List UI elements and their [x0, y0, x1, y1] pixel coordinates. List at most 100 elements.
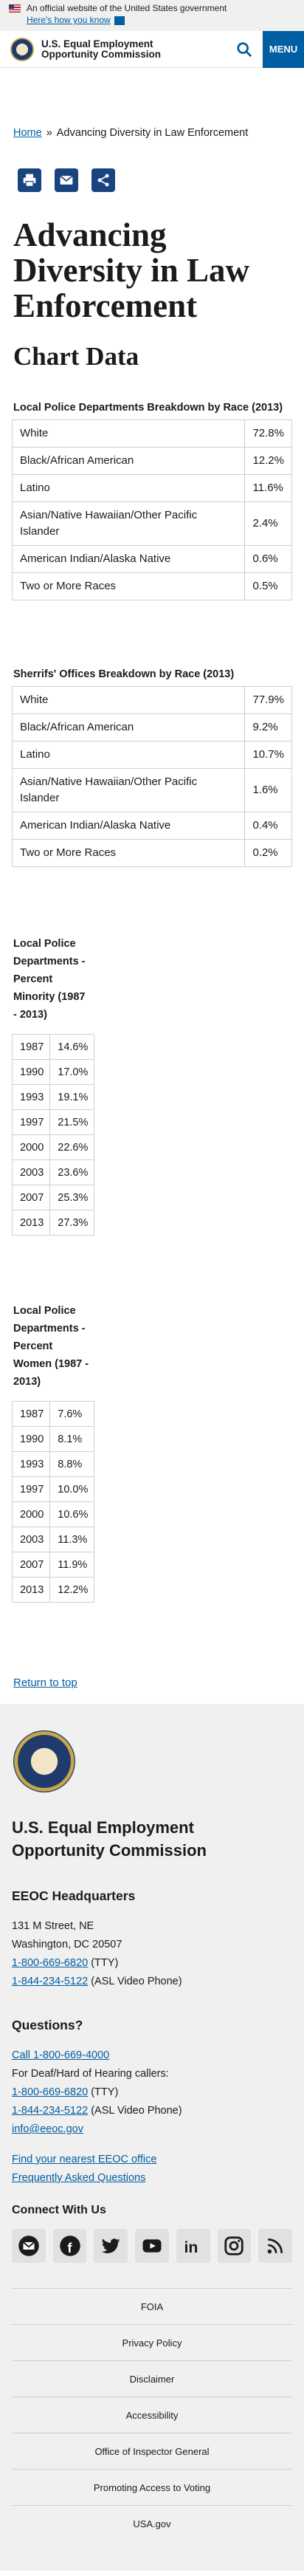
police-race-row: Latino 11.6% — [11, 474, 292, 502]
email-link[interactable]: info@eeoc.gov — [12, 2123, 83, 2135]
minority-row: 1993 19.1% — [11, 1084, 95, 1110]
envelope-icon — [60, 175, 73, 185]
twitter-button[interactable] — [94, 2229, 128, 2263]
women-year: 1997 — [11, 1476, 51, 1502]
police-race-row: American Indian/Alaska Native 0.6% — [11, 545, 292, 573]
minority-year: 2003 — [11, 1159, 51, 1185]
police-race-caption: Local Police Departments Breakdown by Ra… — [13, 402, 283, 414]
youtube-icon — [142, 2239, 162, 2253]
chevron-down-icon[interactable] — [114, 16, 125, 25]
svg-text:in: in — [184, 2238, 198, 2256]
social-links: f in — [12, 2229, 293, 2263]
find-office-link[interactable]: Find your nearest EEOC office — [12, 2154, 157, 2165]
share-icon — [97, 174, 109, 187]
minority-row: 1990 17.0% — [11, 1059, 95, 1085]
email-social-button[interactable] — [12, 2229, 46, 2263]
faq-link[interactable]: Frequently Asked Questions — [12, 2172, 146, 2184]
police-race-value: 2.4% — [244, 501, 292, 546]
connect-heading: Connect With Us — [12, 2204, 106, 2216]
asl-phone-link[interactable]: 1-844-234-5122 — [12, 1976, 89, 1987]
women-value: 10.0% — [49, 1476, 95, 1502]
gov-banner-text: An official website of the United States… — [27, 3, 227, 13]
women-row: 2003 11.3% — [11, 1527, 95, 1552]
sheriff-race-table: White 77.9% Black/African American 9.2% Lati… — [11, 686, 292, 867]
hq-address: 131 M Street, NE Washington, DC 20507 1-… — [12, 1920, 182, 1987]
sheriff-race-label: Black/African American — [11, 713, 246, 741]
site-logo-link[interactable]: U.S. Equal Employment Opportunity Commis… — [0, 37, 226, 61]
minority-year: 1987 — [11, 1034, 51, 1060]
police-race-label: White — [11, 419, 246, 448]
police-race-value: 72.8% — [244, 419, 292, 448]
gov-banner: An official website of the United States… — [0, 0, 304, 31]
youtube-button[interactable] — [135, 2229, 169, 2263]
women-value: 11.3% — [49, 1527, 95, 1552]
questions-heading: Questions? — [12, 2018, 83, 2032]
minority-table: 1987 14.6% 1990 17.0% 1993 19.1% 1997 21.5% 2000… — [11, 1034, 95, 1236]
minority-caption: Local Police Departments - Percent Minor… — [13, 938, 86, 1021]
sheriff-race-label: Asian/Native Hawaiian/Other Pacific Isla… — [11, 768, 246, 812]
minority-row: 2003 23.6% — [11, 1159, 95, 1185]
footer-link[interactable]: Accessibility — [12, 2397, 292, 2433]
sheriff-race-value: 0.2% — [244, 839, 292, 867]
footer-link[interactable]: USA.gov — [12, 2505, 292, 2541]
rss-button[interactable] — [258, 2229, 293, 2263]
tty-phone-link-2[interactable]: 1-800-669-6820 — [12, 2086, 89, 2098]
minority-row: 1997 21.5% — [11, 1109, 95, 1135]
minority-year: 1997 — [11, 1109, 51, 1135]
footer-link[interactable]: Promoting Access to Voting — [12, 2469, 292, 2505]
minority-year: 1993 — [11, 1084, 51, 1110]
print-icon — [23, 174, 36, 187]
call-link[interactable]: Call 1-800-669-4000 — [12, 2049, 110, 2061]
share-button[interactable] — [91, 168, 115, 192]
svg-text:f: f — [67, 2240, 72, 2255]
hq-heading: EEOC Headquarters — [12, 1888, 136, 1903]
search-button[interactable] — [226, 31, 263, 68]
sheriff-race-row: White 77.9% — [11, 686, 292, 714]
footer-agency-name: U.S. Equal Employment Opportunity Commis… — [12, 1818, 207, 1860]
minority-row: 2000 22.6% — [11, 1134, 95, 1160]
breadcrumb-home-link[interactable]: Home — [13, 127, 42, 139]
footer-links: FOIA Privacy Policy Disclaimer Accessibilit… — [12, 2288, 292, 2541]
women-year: 1990 — [11, 1426, 51, 1452]
menu-button[interactable]: MENU — [263, 30, 304, 68]
footer-link[interactable]: FOIA — [12, 2288, 292, 2324]
footer-link[interactable]: Privacy Policy — [12, 2324, 292, 2360]
return-to-top-link[interactable]: Return to top — [13, 1676, 77, 1689]
minority-value: 19.1% — [49, 1084, 95, 1110]
minority-value: 14.6% — [49, 1034, 95, 1060]
facebook-button[interactable]: f — [52, 2229, 87, 2263]
minority-year: 2013 — [11, 1210, 51, 1236]
sheriff-race-label: Two or More Races — [11, 839, 246, 867]
site-footer: U.S. Equal Employment Opportunity Commis… — [0, 1704, 304, 2571]
footer-link[interactable]: Disclaimer — [12, 2360, 292, 2397]
women-value: 11.9% — [49, 1552, 95, 1578]
sheriff-race-label: White — [11, 686, 246, 714]
police-race-label: Black/African American — [11, 447, 246, 475]
email-share-button[interactable] — [55, 168, 78, 192]
police-race-label: Latino — [11, 474, 246, 502]
site-header: U.S. Equal Employment Opportunity Commis… — [0, 30, 304, 68]
women-value: 10.6% — [49, 1501, 95, 1527]
rss-icon — [267, 2238, 283, 2254]
breadcrumb-current: Advancing Diversity in Law Enforcement — [56, 127, 249, 139]
police-race-row: Asian/Native Hawaiian/Other Pacific Isla… — [11, 501, 292, 546]
us-flag-icon — [9, 4, 21, 13]
women-table: 1987 7.6% 1990 8.1% 1993 8.8% 1997 10.0% 2000 10.… — [11, 1401, 95, 1603]
sheriff-race-row: American Indian/Alaska Native 0.4% — [11, 812, 292, 840]
footer-link[interactable]: Office of Inspector General — [12, 2433, 292, 2469]
minority-value: 25.3% — [49, 1185, 95, 1210]
asl-phone-link-2[interactable]: 1-844-234-5122 — [12, 2105, 89, 2117]
women-row: 1997 10.0% — [11, 1476, 95, 1502]
women-year: 2000 — [11, 1501, 51, 1527]
minority-value: 27.3% — [49, 1210, 95, 1236]
how-you-know-link[interactable]: Here's how you know — [27, 15, 111, 25]
sheriff-race-row: Asian/Native Hawaiian/Other Pacific Isla… — [11, 768, 292, 812]
linkedin-button[interactable]: in — [176, 2229, 210, 2263]
minority-value: 21.5% — [49, 1109, 95, 1135]
tty-phone-link[interactable]: 1-800-669-6820 — [12, 1957, 89, 1969]
women-row: 1993 8.8% — [11, 1451, 95, 1477]
instagram-button[interactable] — [217, 2229, 252, 2263]
police-race-row: White 72.8% — [11, 419, 292, 448]
sheriff-race-label: American Indian/Alaska Native — [11, 812, 246, 840]
print-button[interactable] — [18, 168, 41, 192]
